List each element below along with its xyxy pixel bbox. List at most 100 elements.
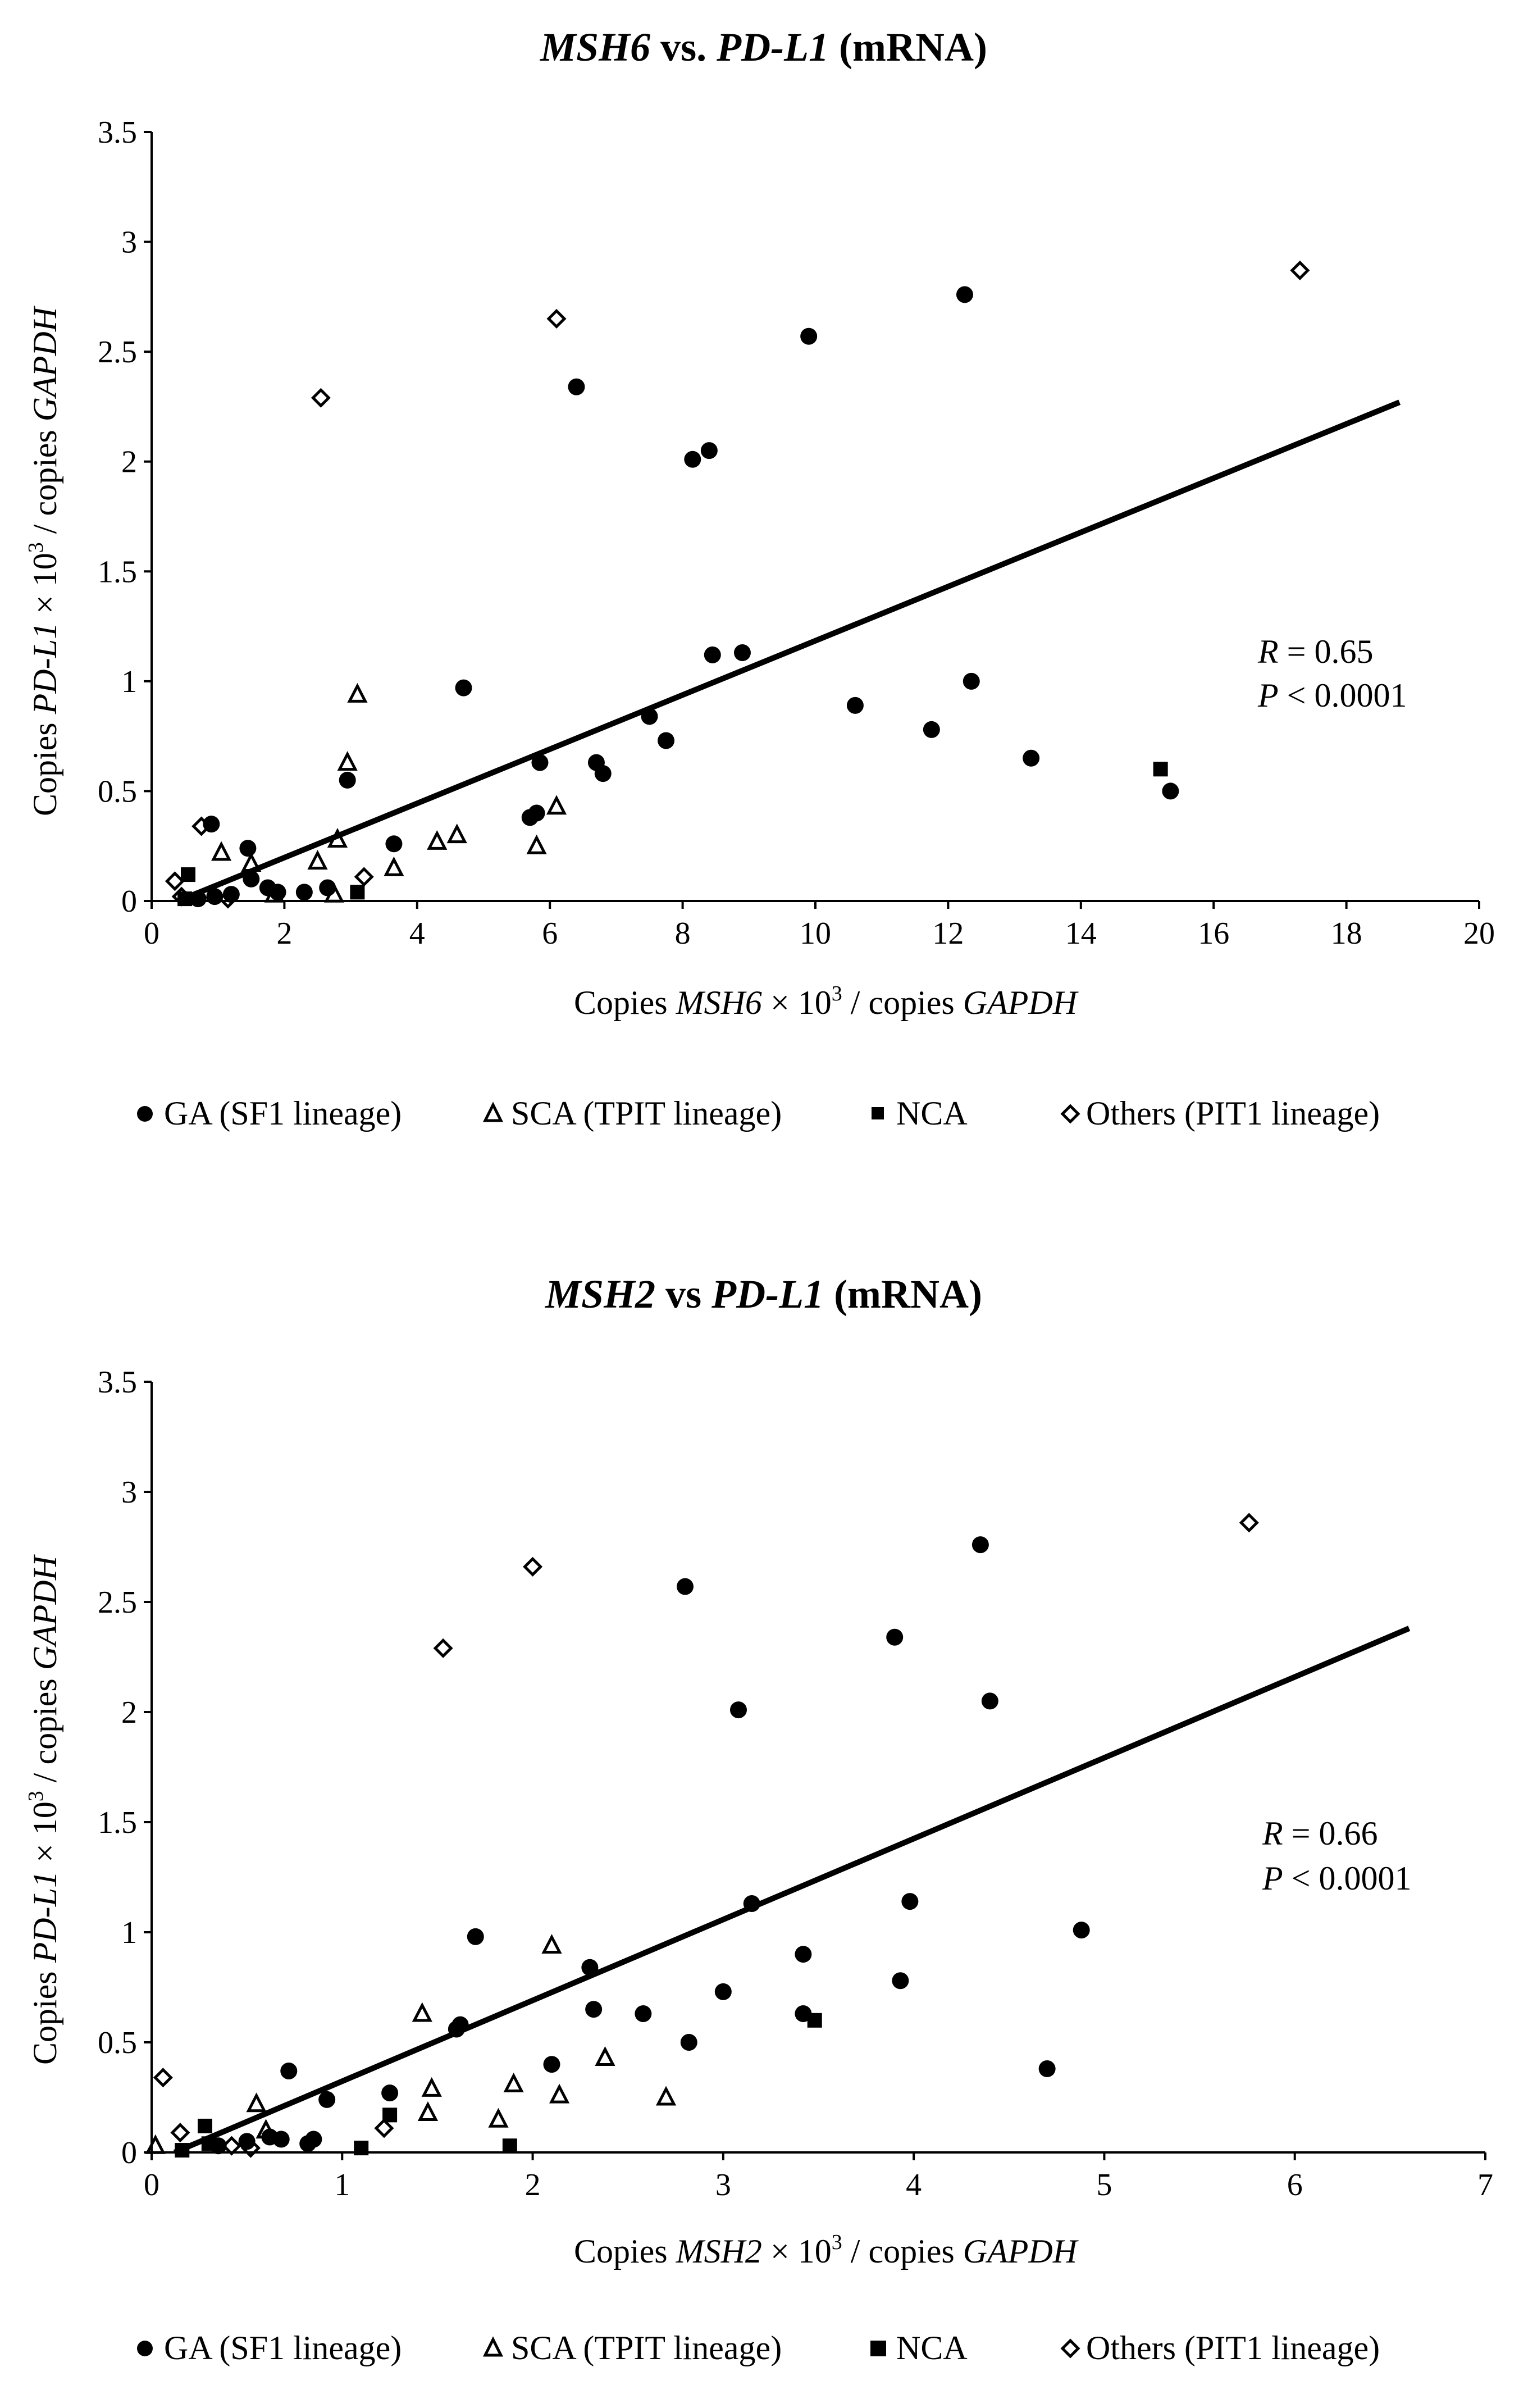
point-others xyxy=(374,2118,394,2138)
y-tick-label: 1 xyxy=(121,1915,137,1950)
point-ga xyxy=(1038,2060,1056,2078)
point-sca xyxy=(446,823,467,844)
point-ga xyxy=(528,804,545,822)
y-tick-label: 2 xyxy=(121,1695,137,1730)
point-others xyxy=(1290,260,1310,280)
y-tick-label: 2.5 xyxy=(98,1585,137,1620)
point-others xyxy=(165,871,185,891)
y-tick-label: 3 xyxy=(121,225,137,260)
x-tick-label: 6 xyxy=(542,916,558,951)
point-ga xyxy=(846,697,864,714)
y-axis-label: Copies PD-L1 × 103 / copies GAPDH xyxy=(24,305,63,816)
point-ga xyxy=(189,890,207,908)
point-others xyxy=(240,2138,261,2158)
point-nca xyxy=(175,2143,190,2158)
point-ga xyxy=(531,754,549,771)
series-sca xyxy=(145,1934,677,2154)
x-tick-label: 10 xyxy=(800,916,831,951)
legend-label-ga: GA (SF1 lineage) xyxy=(164,2329,402,2366)
x-tick-label: 3 xyxy=(715,2168,731,2202)
r-value-annotation: R = 0.65 xyxy=(1257,633,1374,670)
point-ga xyxy=(923,721,940,738)
point-ga xyxy=(956,286,973,303)
point-nca xyxy=(1153,762,1168,777)
point-ga xyxy=(318,2091,336,2108)
point-ga xyxy=(280,2062,298,2079)
point-sca xyxy=(246,2092,267,2113)
legend-label-ga: GA (SF1 lineage) xyxy=(164,1095,402,1132)
r-value-annotation: R = 0.66 xyxy=(1262,1815,1378,1852)
point-ga xyxy=(585,2001,603,2018)
point-nca xyxy=(502,2138,517,2154)
point-sca xyxy=(488,2107,509,2128)
point-ga xyxy=(455,679,472,697)
point-sca xyxy=(655,2086,677,2106)
y-tick-label: 1 xyxy=(121,664,137,699)
x-tick-label: 6 xyxy=(1287,2168,1303,2202)
legend-label-nca: NCA xyxy=(896,2329,968,2366)
point-ga xyxy=(543,2056,560,2073)
point-others xyxy=(191,816,212,836)
chart-msh6-vs-pdl1: MSH6 vs. PD-L1 (mRNA) Copies MSH6 × 103 … xyxy=(24,25,1495,1132)
point-ga xyxy=(700,442,718,459)
chart-msh6-svg: MSH6 vs. PD-L1 (mRNA) Copies MSH6 × 103 … xyxy=(24,25,1495,1132)
legend-marker-others xyxy=(1060,2338,1080,2359)
point-others xyxy=(218,889,238,909)
point-sca xyxy=(241,852,262,872)
point-sca xyxy=(256,2119,276,2139)
point-others xyxy=(170,2123,190,2143)
point-sca xyxy=(595,2046,615,2066)
point-ga xyxy=(971,1536,989,1554)
point-ga xyxy=(1162,782,1179,800)
trendline xyxy=(173,1626,1411,2155)
legend-marker-others xyxy=(1060,1104,1080,1124)
point-others xyxy=(354,867,374,887)
point-others xyxy=(311,388,331,408)
point-sca xyxy=(427,830,448,850)
point-ga xyxy=(714,1983,732,2000)
point-sca xyxy=(541,1934,562,1954)
legend-marker-ga xyxy=(137,2341,153,2356)
point-ga xyxy=(451,2016,469,2033)
y-tick-label: 0.5 xyxy=(98,2025,137,2060)
point-others xyxy=(546,308,567,329)
point-ga xyxy=(568,378,585,395)
x-tick-label: 0 xyxy=(144,916,159,951)
legend: GA (SF1 lineage) SCA (TPIT lineage) NCA … xyxy=(137,2329,1380,2366)
x-tick-label: 20 xyxy=(1463,916,1495,951)
point-ga xyxy=(239,840,257,857)
point-nca xyxy=(181,867,196,882)
point-ga xyxy=(684,450,701,468)
legend-label-nca: NCA xyxy=(896,1095,968,1132)
point-ga xyxy=(581,1959,599,1976)
point-ga xyxy=(800,327,818,345)
point-nca xyxy=(354,2141,369,2156)
chart-msh2-vs-pdl1: MSH2 vs PD-L1 (mRNA) Copies MSH2 × 103 /… xyxy=(0,1204,1528,2407)
point-ga xyxy=(339,771,356,789)
y-tick-label: 3.5 xyxy=(98,1365,137,1400)
plot-area: 0 0.5 1 1.5 2 2.5 3 3.5 0 2 4 6 8 10 12 14 16 18 20 xyxy=(98,115,1495,951)
point-ga xyxy=(381,2084,399,2102)
point-sca xyxy=(412,2002,432,2022)
point-ga xyxy=(981,1692,998,1710)
x-tick-label: 18 xyxy=(1331,916,1362,951)
point-sca xyxy=(526,834,547,854)
point-sca xyxy=(384,856,404,876)
y-tick-label: 0 xyxy=(121,884,137,919)
x-tick-label: 7 xyxy=(1477,2168,1493,2202)
x-tick-label: 4 xyxy=(409,916,425,951)
legend-marker-sca xyxy=(482,2336,504,2357)
point-ga xyxy=(658,732,675,749)
x-tick-label: 14 xyxy=(1065,916,1097,951)
series-ga xyxy=(209,1536,1090,2155)
x-tick-label: 16 xyxy=(1198,916,1229,951)
series-sca xyxy=(211,682,567,903)
point-ga xyxy=(795,1946,812,1963)
point-ga xyxy=(467,1928,484,1945)
legend-label-others: Others (PIT1 lineage) xyxy=(1086,1095,1380,1132)
point-others xyxy=(523,1556,543,1577)
point-others xyxy=(221,2136,242,2156)
point-ga xyxy=(901,1893,919,1910)
point-others xyxy=(171,886,191,907)
point-ga xyxy=(743,1895,760,1913)
